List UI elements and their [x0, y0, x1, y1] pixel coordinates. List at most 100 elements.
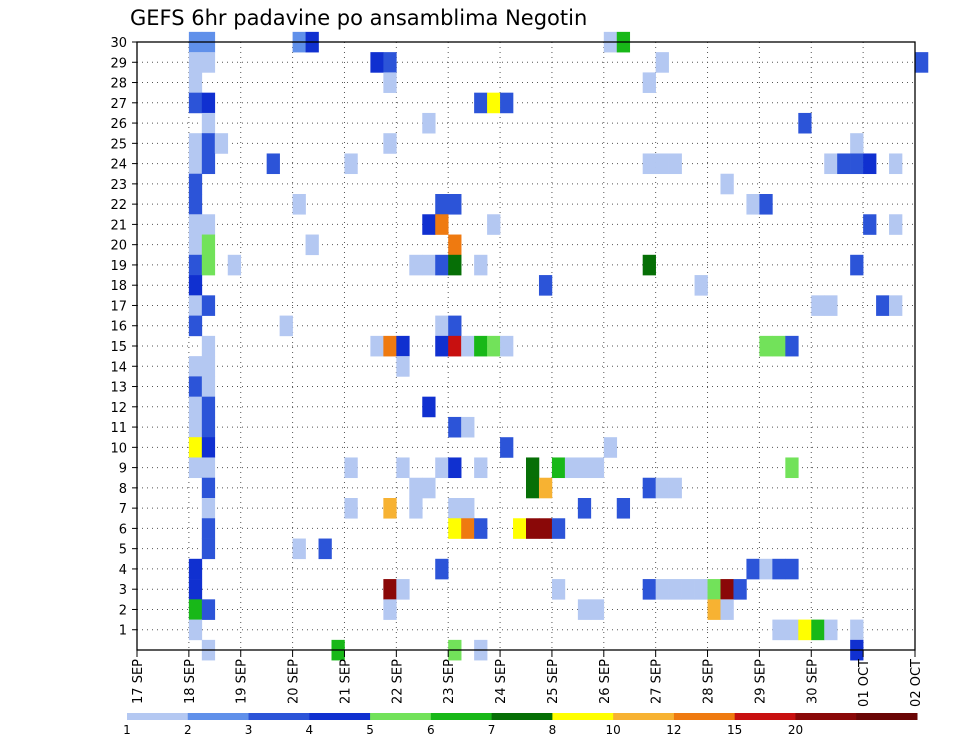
precip-cell	[551, 579, 566, 600]
legend-swatch	[552, 713, 614, 720]
legend-swatch	[248, 713, 310, 720]
precip-cell	[201, 112, 216, 134]
precip-cell	[590, 599, 605, 620]
precip-cell	[188, 72, 203, 93]
precip-cell	[396, 457, 410, 479]
precip-cell	[772, 335, 786, 357]
precip-cell	[798, 112, 812, 134]
x-tick-label: 28 SEP	[702, 659, 717, 704]
precip-cell	[461, 416, 475, 438]
x-axis: 17 SEP 18 SEP 19 SEP 20 SEP 21 SEP 22 SEP 23 S…	[131, 650, 924, 707]
precip-cell	[201, 254, 216, 276]
precip-cell	[188, 173, 203, 195]
legend-label: 4	[305, 723, 313, 737]
precip-cell	[188, 275, 203, 296]
x-tick-label: 30 SEP	[805, 659, 820, 704]
precip-cell	[370, 52, 384, 73]
precip-cell	[188, 214, 203, 235]
precip-cell	[616, 498, 631, 519]
precip-cell	[201, 457, 216, 479]
precip-cell	[448, 457, 462, 479]
precip-cell	[383, 335, 397, 357]
x-tick-label: 27 SEP	[650, 659, 665, 704]
precip-cell	[435, 558, 449, 580]
precip-cell	[188, 52, 203, 73]
precip-cell	[500, 92, 514, 114]
legend-label: 7	[488, 723, 496, 737]
precip-cell	[201, 538, 216, 560]
y-tick-label: 30	[110, 36, 127, 51]
y-tick-label: 1	[119, 624, 127, 639]
y-tick-label: 4	[119, 563, 127, 578]
precip-cell	[201, 376, 216, 397]
precip-cell	[344, 498, 358, 519]
precip-cell	[201, 477, 216, 499]
legend-swatch	[127, 713, 189, 720]
precip-cell	[448, 315, 462, 337]
precip-cell	[538, 275, 553, 296]
x-tick-label: 18 SEP	[183, 659, 198, 704]
precip-cell	[824, 619, 838, 641]
precip-cell	[500, 335, 514, 357]
legend-label: 6	[427, 723, 435, 737]
precip-cell	[733, 579, 747, 600]
precip-cell	[538, 477, 553, 499]
legend-label: 2	[184, 723, 192, 737]
precip-cell	[422, 254, 436, 276]
y-tick-label: 23	[110, 178, 127, 193]
precip-cell	[201, 214, 216, 235]
data-cells	[188, 31, 929, 661]
legend-swatch	[673, 713, 736, 720]
precip-cell	[474, 335, 488, 357]
precip-cell	[759, 558, 773, 580]
x-tick-label: 23 SEP	[442, 659, 457, 704]
legend-swatch	[734, 713, 796, 720]
precip-cell	[694, 275, 708, 296]
precip-cell	[201, 92, 216, 114]
precip-cell	[850, 619, 864, 641]
y-tick-label: 14	[110, 360, 127, 375]
precip-cell	[448, 416, 462, 438]
precip-cell	[188, 457, 203, 479]
precip-cell	[188, 133, 203, 154]
precip-cell	[720, 173, 734, 195]
precip-cell	[188, 558, 203, 580]
legend-label: 20	[788, 723, 803, 737]
precip-cell	[448, 335, 462, 357]
precip-cell	[279, 315, 293, 337]
y-tick-label: 12	[110, 401, 127, 416]
precip-cell	[383, 599, 397, 620]
color-legend: 1 2 3 4 5 6 7 8 10 12 15 20	[123, 713, 918, 737]
x-tick-label: 24 SEP	[494, 659, 509, 704]
precip-cell	[188, 579, 203, 600]
precip-cell	[850, 254, 864, 276]
precip-cell	[188, 92, 203, 114]
precip-cell	[577, 457, 592, 479]
precip-cell	[487, 335, 501, 357]
precip-cell	[422, 396, 436, 418]
precip-cell	[811, 295, 825, 316]
y-tick-label: 19	[110, 259, 127, 274]
legend-swatch	[491, 713, 553, 720]
precip-cell	[188, 194, 203, 215]
legend-label: 1	[123, 723, 131, 737]
precip-cell	[370, 335, 384, 357]
y-tick-label: 26	[110, 117, 127, 132]
x-tick-label: 22 SEP	[390, 659, 405, 704]
precip-cell	[474, 92, 488, 114]
precip-cell	[461, 518, 475, 539]
precip-cell	[188, 437, 203, 458]
precip-cell	[188, 234, 203, 256]
x-tick-label: 25 SEP	[546, 659, 561, 704]
precip-cell	[188, 396, 203, 418]
y-tick-label: 25	[110, 137, 127, 152]
x-tick-label: 26 SEP	[598, 659, 613, 704]
precip-cell	[201, 153, 216, 175]
precip-cell	[668, 579, 682, 600]
precip-cell	[759, 335, 773, 357]
precip-cell	[409, 254, 423, 276]
precip-cell	[526, 457, 540, 479]
precip-cell	[227, 254, 242, 276]
precip-cell	[214, 133, 229, 154]
